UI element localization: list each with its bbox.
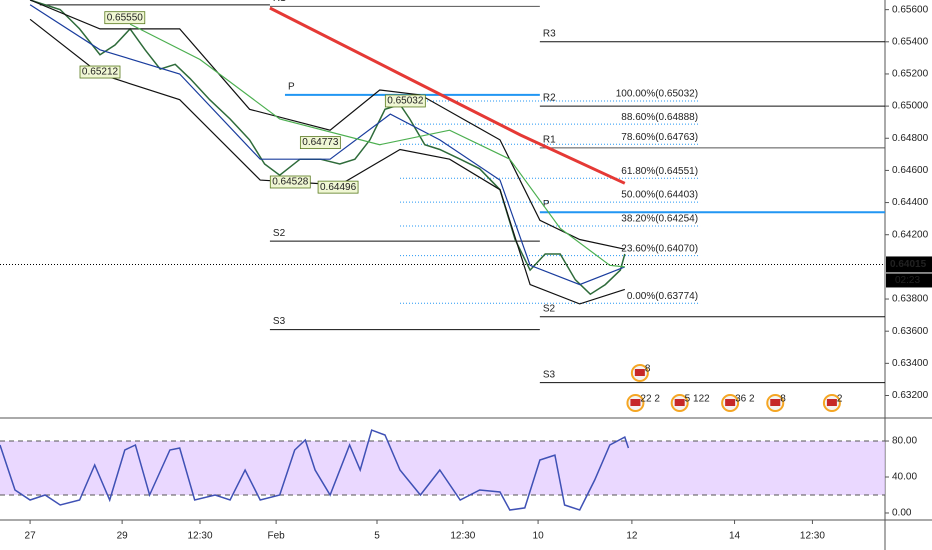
y-tick-label: 80.00: [892, 436, 917, 447]
annotation-label: 0.64496: [320, 182, 357, 193]
series-line: [129, 23, 625, 268]
event-label: 22 2: [640, 394, 660, 405]
y-tick-label: 0.64200: [892, 229, 929, 240]
annotation-box: [269, 175, 311, 189]
y-tick-label: 0.63800: [892, 294, 929, 305]
event-label: 2: [837, 394, 843, 405]
series-line: [0, 429, 630, 511]
x-tick-label: 12: [626, 531, 638, 542]
pivot-label: R1: [273, 0, 286, 4]
fib-label: 88.60%(0.64888): [621, 112, 698, 123]
y-tick-label: 0.63400: [892, 358, 929, 369]
y-tick-label: 0.64600: [892, 165, 929, 176]
pivot-label: R1: [543, 135, 556, 146]
annotation-box: [299, 136, 341, 150]
annotation-label: 0.64773: [302, 137, 339, 148]
fib-label: 0.00%(0.63774): [627, 291, 698, 302]
event-flag: [770, 399, 781, 406]
y-tick-label: 0.65600: [892, 4, 929, 15]
pivot-label: S3: [273, 316, 286, 327]
fib-label: 78.60%(0.64763): [621, 132, 698, 143]
event-label: 36 2: [735, 394, 755, 405]
countdown-label: 02:23: [895, 275, 920, 286]
event-label: 5 122: [685, 394, 710, 405]
fib-label: 61.80%(0.64551): [621, 166, 698, 177]
pivot-label: R3: [543, 28, 556, 39]
annotation-label: 0.65550: [107, 12, 144, 23]
y-tick-label: 0.65200: [892, 69, 929, 80]
annotation-label: 0.65212: [82, 67, 119, 78]
pivot-label: S3: [43, 0, 56, 2]
annotation-box: [317, 180, 359, 194]
countdown-tag: [886, 273, 932, 288]
pivot-label: S3: [543, 369, 556, 380]
x-tick-label: 14: [729, 531, 741, 542]
pivot-label: R2: [543, 93, 556, 104]
event-flag: [630, 399, 641, 406]
fib-label: 38.20%(0.64254): [621, 214, 698, 225]
series-line: [269, 6, 626, 185]
x-tick-label: 12:30: [800, 531, 825, 542]
pivot-label: S2: [543, 303, 556, 314]
annotation-label: 0.65032: [387, 96, 424, 107]
series-line: [29, 0, 626, 296]
x-tick-label: 29: [117, 531, 129, 542]
event-label: 8: [780, 394, 786, 405]
x-tick-label: 12:30: [450, 531, 475, 542]
event-flag: [826, 399, 837, 406]
x-tick-label: Feb: [268, 531, 286, 542]
fib-label: 50.00%(0.64403): [621, 190, 698, 201]
y-tick-label: 0.65000: [892, 101, 929, 112]
event-flag: [674, 399, 685, 406]
y-tick-label: 0.65400: [892, 36, 929, 47]
y-tick-label: 0.00: [892, 508, 912, 519]
rsi-band: [0, 441, 885, 495]
price-tag-label: 0.64015: [890, 259, 927, 270]
pivot-label: P: [288, 81, 295, 92]
y-tick-label: 0.63600: [892, 326, 929, 337]
y-tick-label: 0.64800: [892, 133, 929, 144]
event-flag: [725, 399, 736, 406]
x-tick-label: 5: [374, 531, 380, 542]
annotation-box: [384, 94, 426, 108]
series-line: [29, 4, 626, 286]
annotation-box: [104, 11, 146, 25]
fib-label: 23.60%(0.64070): [621, 243, 698, 254]
x-tick-label: 10: [533, 531, 545, 542]
pivot-label: S2: [273, 228, 286, 239]
annotation-label: 0.64528: [272, 177, 309, 188]
y-tick-label: 40.00: [892, 472, 917, 483]
price-tag: [886, 256, 932, 273]
y-tick-label: 0.64400: [892, 197, 929, 208]
y-tick-label: 0.63200: [892, 390, 929, 401]
fib-label: 100.00%(0.65032): [616, 89, 698, 100]
annotation-box: [79, 65, 121, 79]
pivot-label: P: [543, 199, 550, 210]
x-tick-label: 12:30: [187, 531, 212, 542]
series-line: [29, 0, 625, 250]
series-line: [29, 18, 625, 305]
x-tick-label: 27: [25, 531, 37, 542]
event-flag: [634, 369, 645, 376]
event-label: 8: [645, 364, 651, 375]
